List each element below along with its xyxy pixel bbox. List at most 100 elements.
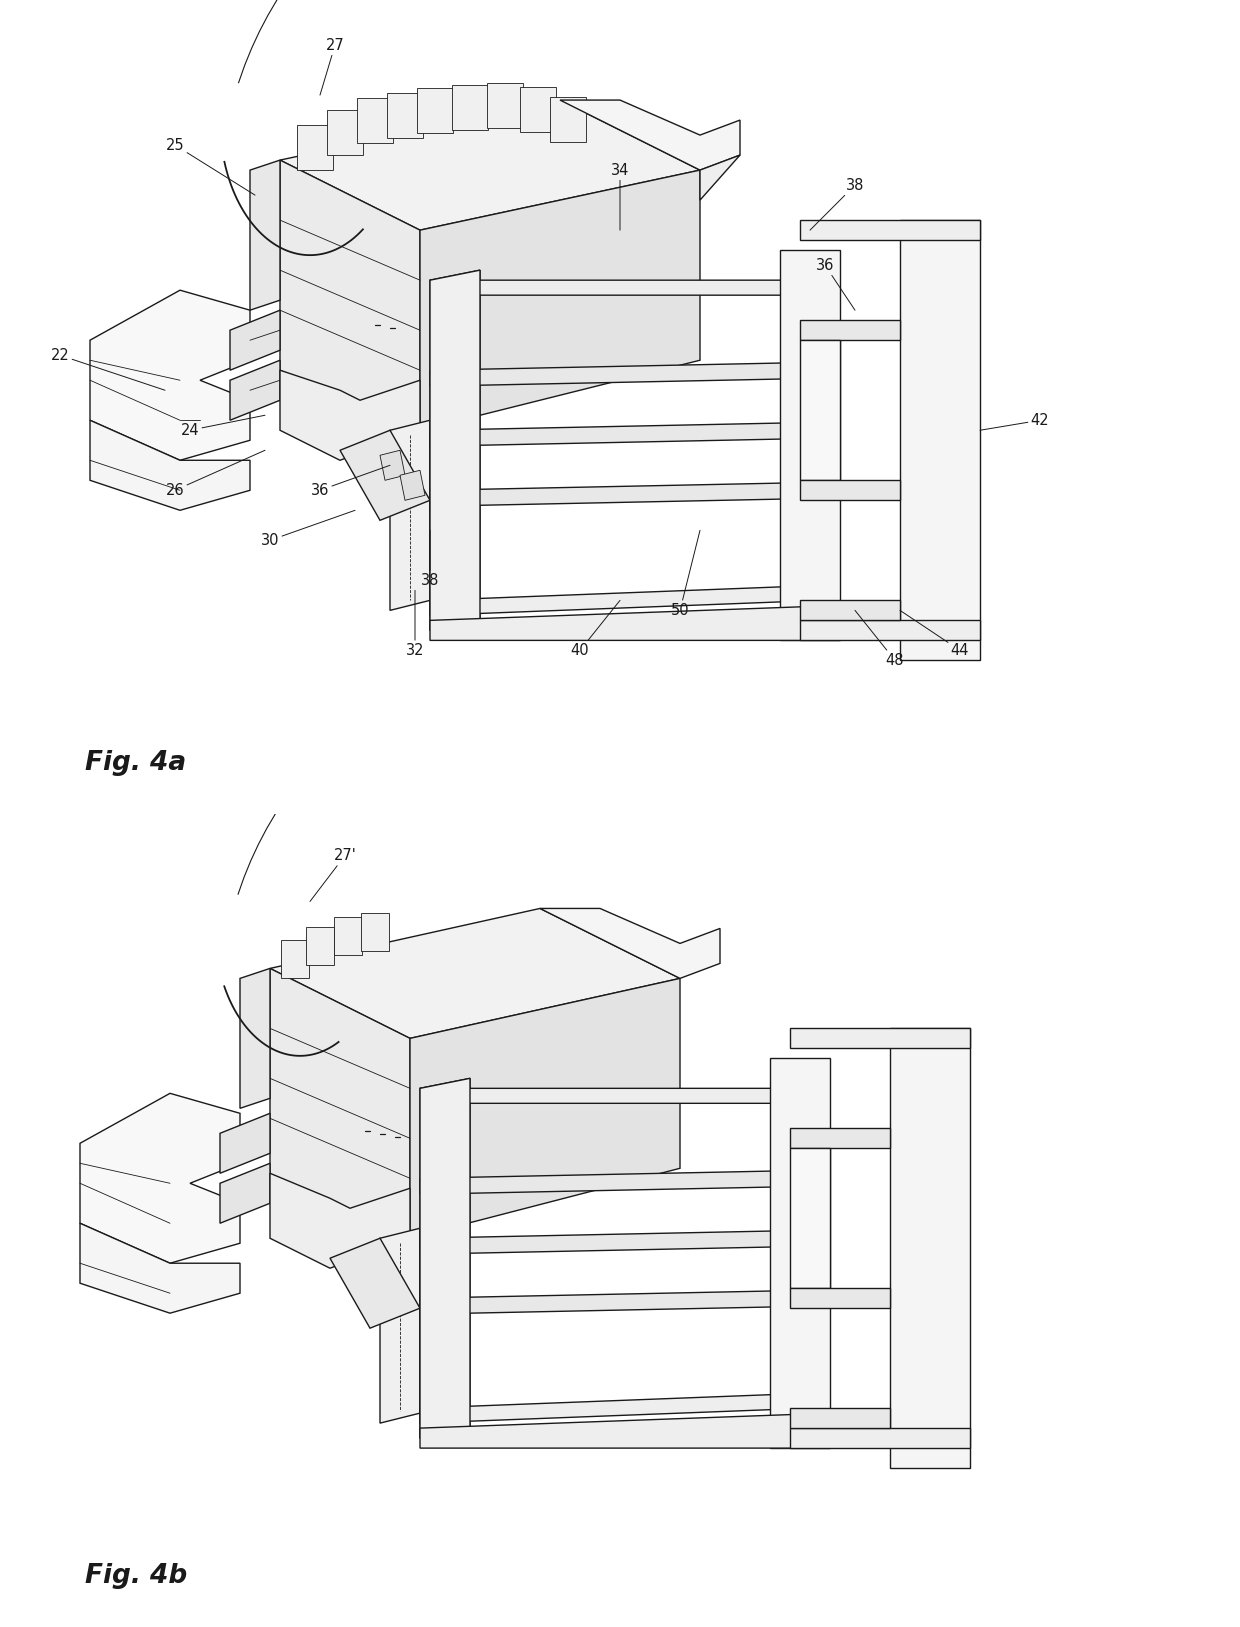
Polygon shape — [790, 1028, 970, 1048]
Ellipse shape — [306, 960, 334, 970]
Polygon shape — [420, 1414, 830, 1448]
Polygon shape — [539, 908, 720, 978]
Polygon shape — [281, 940, 309, 978]
Ellipse shape — [830, 1129, 861, 1147]
Polygon shape — [430, 270, 480, 630]
Polygon shape — [417, 88, 453, 133]
Ellipse shape — [417, 127, 453, 140]
Ellipse shape — [361, 947, 389, 957]
Circle shape — [405, 576, 415, 586]
Polygon shape — [420, 171, 701, 430]
Text: 22: 22 — [51, 348, 165, 390]
Polygon shape — [270, 968, 410, 1238]
Polygon shape — [357, 98, 393, 143]
Text: 42: 42 — [980, 413, 1049, 430]
Polygon shape — [420, 1230, 810, 1254]
Text: 24: 24 — [181, 415, 265, 438]
Text: 40: 40 — [570, 600, 620, 657]
Text: 30: 30 — [260, 511, 355, 548]
Ellipse shape — [551, 135, 587, 148]
Polygon shape — [790, 1407, 890, 1429]
Text: 38: 38 — [420, 530, 439, 587]
Polygon shape — [229, 360, 280, 420]
Polygon shape — [800, 480, 900, 501]
Polygon shape — [81, 1093, 241, 1263]
Polygon shape — [379, 451, 405, 480]
Text: 44: 44 — [900, 610, 970, 657]
Polygon shape — [280, 159, 420, 430]
Polygon shape — [487, 83, 523, 129]
Ellipse shape — [839, 482, 870, 499]
Polygon shape — [560, 101, 740, 171]
Polygon shape — [520, 88, 556, 132]
Ellipse shape — [396, 1315, 415, 1326]
Text: 25: 25 — [166, 138, 255, 195]
Ellipse shape — [387, 132, 423, 145]
Polygon shape — [790, 1128, 890, 1149]
Circle shape — [838, 1131, 852, 1145]
Polygon shape — [790, 1429, 970, 1448]
Polygon shape — [800, 321, 900, 340]
Polygon shape — [800, 220, 980, 241]
Circle shape — [838, 1292, 852, 1305]
Polygon shape — [420, 1079, 470, 1438]
Polygon shape — [701, 155, 740, 200]
Polygon shape — [430, 586, 820, 615]
Ellipse shape — [487, 122, 523, 135]
Ellipse shape — [281, 973, 309, 983]
Ellipse shape — [830, 1289, 861, 1306]
Polygon shape — [340, 430, 430, 521]
Text: 38: 38 — [810, 177, 864, 229]
Text: 36: 36 — [311, 465, 391, 498]
Polygon shape — [453, 85, 489, 130]
Polygon shape — [420, 1393, 810, 1424]
Polygon shape — [229, 311, 280, 371]
Polygon shape — [900, 220, 980, 661]
Circle shape — [848, 483, 862, 498]
Polygon shape — [241, 968, 270, 1108]
Circle shape — [396, 1386, 405, 1396]
Circle shape — [804, 415, 816, 426]
Polygon shape — [800, 600, 900, 620]
Polygon shape — [270, 908, 680, 1038]
Polygon shape — [219, 1163, 270, 1224]
Polygon shape — [250, 159, 280, 311]
Text: 34: 34 — [611, 163, 629, 229]
Circle shape — [925, 1243, 935, 1253]
Ellipse shape — [839, 321, 870, 338]
Text: Fig. 4a: Fig. 4a — [86, 750, 186, 776]
Text: 26: 26 — [166, 451, 265, 498]
Polygon shape — [790, 1289, 890, 1308]
Polygon shape — [219, 1113, 270, 1173]
Polygon shape — [387, 93, 423, 138]
Polygon shape — [790, 1149, 830, 1289]
Polygon shape — [334, 918, 362, 955]
Polygon shape — [327, 111, 363, 155]
Text: 50: 50 — [671, 530, 701, 618]
Polygon shape — [306, 927, 334, 965]
Polygon shape — [391, 420, 430, 610]
Polygon shape — [420, 1079, 470, 1438]
Ellipse shape — [379, 430, 401, 441]
Polygon shape — [800, 620, 980, 641]
Ellipse shape — [520, 125, 556, 138]
Ellipse shape — [327, 148, 363, 161]
Polygon shape — [430, 363, 820, 386]
Ellipse shape — [357, 137, 393, 150]
Polygon shape — [91, 290, 250, 460]
Polygon shape — [91, 420, 250, 511]
Circle shape — [848, 324, 862, 337]
Polygon shape — [800, 340, 839, 480]
Polygon shape — [420, 1290, 810, 1315]
Polygon shape — [270, 1173, 410, 1267]
Polygon shape — [81, 1224, 241, 1313]
Text: Fig. 4b: Fig. 4b — [86, 1564, 187, 1590]
Polygon shape — [420, 1170, 810, 1194]
Text: 36: 36 — [816, 257, 856, 311]
Polygon shape — [401, 470, 425, 501]
Circle shape — [935, 436, 945, 446]
Ellipse shape — [334, 950, 362, 960]
Polygon shape — [410, 978, 680, 1238]
Ellipse shape — [298, 164, 334, 176]
Polygon shape — [770, 1058, 830, 1448]
